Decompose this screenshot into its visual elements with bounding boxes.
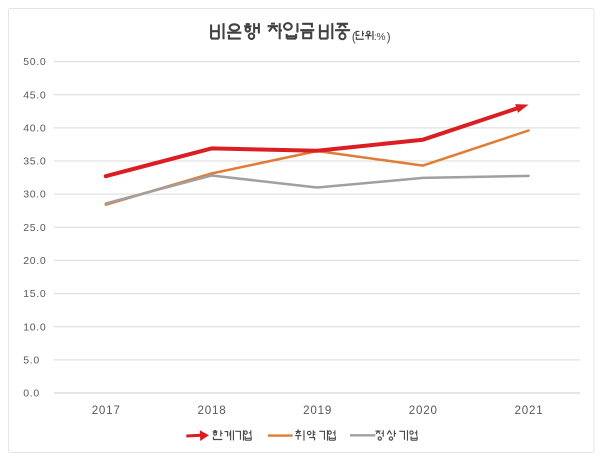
svg-text:20.0: 20.0 bbox=[23, 255, 46, 267]
svg-text:2019: 2019 bbox=[303, 404, 332, 417]
svg-text:10.0: 10.0 bbox=[23, 321, 46, 333]
svg-text:2021: 2021 bbox=[515, 404, 544, 417]
svg-text:(: ( bbox=[352, 32, 356, 44]
svg-text:5.0: 5.0 bbox=[23, 355, 40, 367]
svg-text:2017: 2017 bbox=[92, 404, 121, 417]
svg-text:15.0: 15.0 bbox=[23, 288, 46, 300]
svg-text:35.0: 35.0 bbox=[23, 156, 46, 168]
svg-text:2018: 2018 bbox=[198, 404, 227, 417]
svg-text::: : bbox=[374, 32, 377, 43]
svg-text:50.0: 50.0 bbox=[23, 56, 46, 68]
svg-text:2020: 2020 bbox=[409, 404, 438, 417]
svg-text:30.0: 30.0 bbox=[23, 189, 46, 201]
svg-text:%: % bbox=[377, 32, 386, 43]
svg-text:45.0: 45.0 bbox=[23, 89, 46, 101]
svg-text:40.0: 40.0 bbox=[23, 123, 46, 135]
svg-text:): ) bbox=[387, 32, 391, 44]
svg-text:25.0: 25.0 bbox=[23, 222, 46, 234]
svg-text:0.0: 0.0 bbox=[23, 388, 40, 400]
